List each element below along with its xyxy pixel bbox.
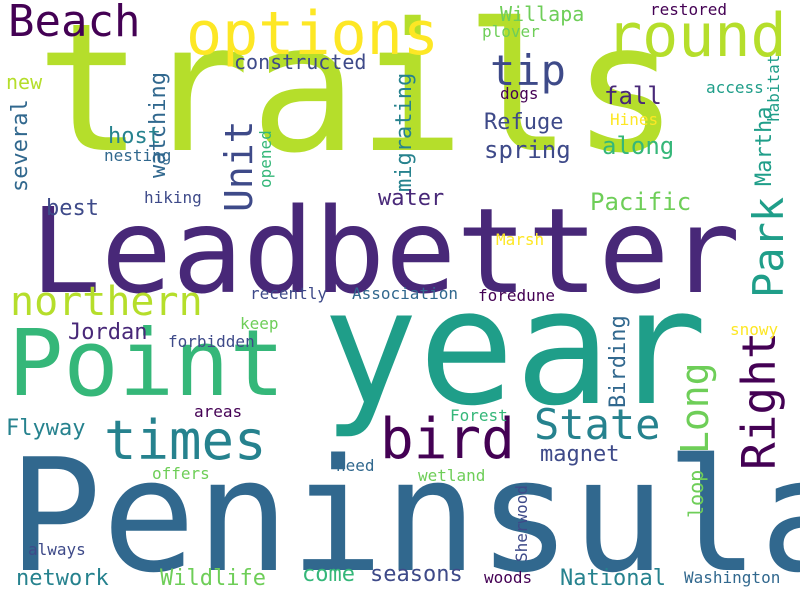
word-pacific: Pacific bbox=[590, 188, 692, 216]
word-wildlife: Wildlife bbox=[160, 566, 266, 591]
word-migrating: migrating bbox=[392, 72, 417, 192]
word-washington: Washington bbox=[684, 568, 781, 587]
word-habitat: habitat bbox=[764, 54, 783, 122]
word-keep: keep bbox=[240, 314, 279, 333]
word-northern: northern bbox=[10, 279, 203, 325]
word-forbidden: forbidden bbox=[168, 332, 255, 351]
word-fall: fall bbox=[604, 82, 662, 110]
word-offers: offers bbox=[152, 464, 210, 483]
word-flyway: Flyway bbox=[6, 416, 86, 441]
word-areas: areas bbox=[194, 402, 243, 421]
word-leadbetter: Leadbetter bbox=[30, 182, 741, 320]
word-state: State bbox=[534, 400, 661, 449]
word-unit: Unit bbox=[217, 120, 261, 212]
word-park: Park bbox=[744, 196, 793, 298]
word-point: Point bbox=[8, 310, 285, 417]
word-plover: plover bbox=[482, 22, 540, 41]
word-water: water bbox=[378, 186, 445, 211]
word-restored: restored bbox=[650, 0, 728, 19]
word-options: options bbox=[186, 0, 439, 69]
word-refuge: Refuge bbox=[484, 110, 564, 135]
word-long: Long bbox=[673, 362, 717, 454]
word-loop: loop bbox=[684, 469, 708, 518]
word-snowy: snowy bbox=[730, 320, 779, 339]
word-marsh: Marsh bbox=[496, 230, 545, 249]
word-foredune: foredune bbox=[478, 286, 556, 305]
word-tip: tip bbox=[490, 46, 566, 95]
word-always: always bbox=[28, 540, 86, 559]
word-birding: Birding bbox=[606, 315, 631, 408]
word-woods: woods bbox=[484, 568, 533, 587]
word-constructed: constructed bbox=[234, 50, 367, 74]
word-magnet: magnet bbox=[540, 442, 620, 467]
word-several: several bbox=[8, 99, 33, 192]
word-opened: opened bbox=[256, 130, 275, 188]
word-willapa: Willapa bbox=[500, 2, 585, 26]
word-year: year bbox=[322, 254, 708, 441]
word-seasons: seasons bbox=[370, 562, 463, 587]
word-right: Right bbox=[732, 331, 786, 470]
word-round: round bbox=[606, 1, 787, 71]
word-come: come bbox=[302, 562, 355, 587]
word-need: need bbox=[336, 456, 375, 475]
word-network: network bbox=[16, 566, 109, 591]
word-beach: Beach bbox=[8, 0, 141, 47]
word-hines: Hines bbox=[610, 110, 659, 129]
word-along: along bbox=[602, 132, 675, 160]
word-host: host bbox=[108, 124, 161, 149]
word-nesting: nesting bbox=[104, 146, 172, 165]
word-best: best bbox=[46, 196, 99, 221]
word-access: access bbox=[706, 78, 764, 97]
word-recently: recently bbox=[250, 284, 328, 303]
word-new: new bbox=[6, 70, 43, 94]
word-bird: bird bbox=[380, 407, 515, 472]
word-wetland: wetland bbox=[418, 466, 486, 485]
word-sherwood: Sherwood bbox=[512, 484, 531, 562]
word-spring: spring bbox=[484, 136, 571, 164]
word-association: Association bbox=[352, 284, 458, 303]
word-trails: trails bbox=[36, 0, 679, 192]
word-jordan: Jordan bbox=[68, 320, 148, 345]
word-national: National bbox=[560, 566, 666, 591]
word-times: times bbox=[104, 409, 267, 472]
word-dogs: dogs bbox=[500, 84, 539, 103]
word-forest: Forest bbox=[450, 406, 508, 425]
word-hiking: hiking bbox=[144, 188, 202, 207]
word-peninsula: Peninsula bbox=[8, 425, 800, 600]
